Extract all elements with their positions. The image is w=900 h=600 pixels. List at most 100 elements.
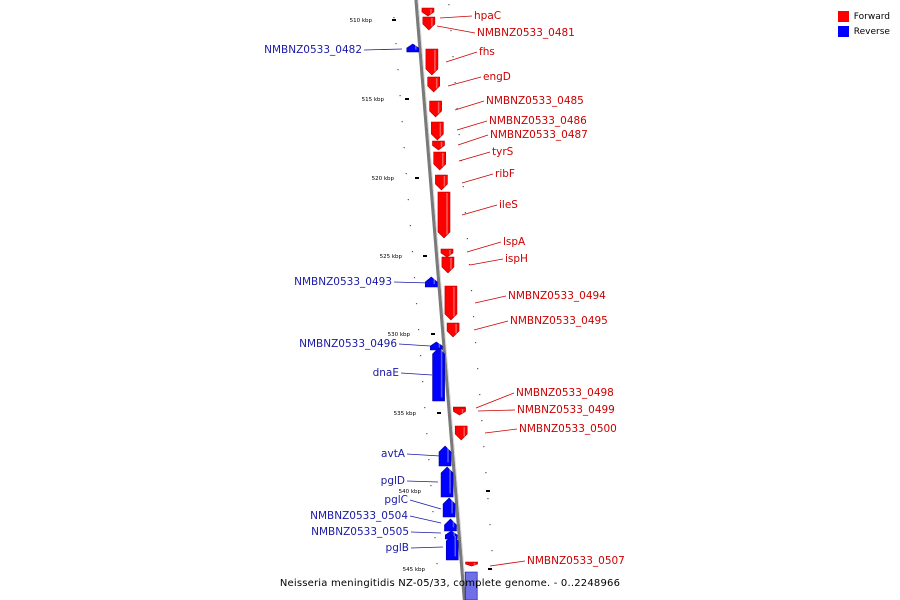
leader-line-pgld bbox=[406, 480, 439, 483]
track-dot bbox=[407, 199, 409, 201]
gene-label-nmbnz0533-0482: NMBNZ0533_0482 bbox=[264, 44, 362, 56]
track-dot bbox=[452, 56, 454, 58]
gene-label-nmbnz0533-0496: NMBNZ0533_0496 bbox=[299, 338, 397, 350]
gene-arrow-nmbnz0533-0496 bbox=[430, 341, 443, 351]
gene-label-isph: ispH bbox=[505, 253, 528, 265]
genome-backbone bbox=[414, 0, 466, 600]
track-dot bbox=[413, 277, 416, 279]
gene-arrow-nmbnz0533-0486 bbox=[431, 121, 444, 141]
kbp-label: 530 kbp bbox=[388, 332, 411, 338]
track-dot bbox=[426, 433, 428, 435]
track-dot bbox=[475, 342, 477, 344]
gene-label-pglc: pglC bbox=[384, 494, 408, 506]
track-dot bbox=[401, 121, 403, 123]
leader-line-nmbnz0533-0486 bbox=[456, 120, 488, 131]
leader-line-nmbnz0533-0496 bbox=[398, 343, 431, 347]
track-dot bbox=[472, 316, 475, 318]
leader-line-nmbnz0533-0499 bbox=[477, 409, 516, 412]
kbp-label: 535 kbp bbox=[394, 411, 417, 417]
gene-arrow-nmbnz0533-0494 bbox=[444, 285, 458, 321]
kbp-tick bbox=[488, 568, 492, 570]
track-dot bbox=[436, 563, 438, 565]
kbp-tick bbox=[392, 19, 396, 21]
leader-line-nmbnz0533-0481 bbox=[436, 25, 476, 34]
gene-label-nmbnz0533-0481: NMBNZ0533_0481 bbox=[477, 27, 575, 39]
kbp-label: 540 kbp bbox=[399, 489, 422, 495]
track-dot bbox=[448, 4, 450, 6]
track-dot bbox=[405, 173, 407, 175]
gene-arrow-engd bbox=[427, 76, 440, 93]
track-dot bbox=[432, 511, 434, 513]
leader-line-nmbnz0533-0487 bbox=[457, 134, 489, 146]
track-dot bbox=[430, 485, 432, 487]
gene-label-avta: avtA bbox=[381, 448, 406, 460]
gene-label-lspa: lspA bbox=[503, 236, 526, 248]
gene-label-ribf: ribF bbox=[495, 168, 515, 180]
gene-label-nmbnz0533-0499: NMBNZ0533_0499 bbox=[517, 404, 615, 416]
track-dot bbox=[491, 550, 493, 552]
leader-line-nmbnz0533-0495 bbox=[473, 320, 509, 331]
gene-label-nmbnz0533-0494: NMBNZ0533_0494 bbox=[508, 290, 606, 302]
gene-arrow-iles bbox=[437, 191, 451, 239]
leader-line-nmbnz0533-0482 bbox=[363, 48, 403, 51]
gene-arrow-ribf bbox=[435, 174, 448, 191]
leader-line-lspa bbox=[466, 241, 502, 253]
genome-backbone-highlight bbox=[417, 0, 467, 600]
gene-label-pglb: pglB bbox=[386, 542, 409, 554]
track-dot bbox=[450, 30, 452, 32]
track-dot bbox=[399, 95, 401, 97]
kbp-tick bbox=[486, 490, 490, 492]
gene-arrow-nmbnz0533-0485 bbox=[429, 100, 442, 118]
leader-line-nmbnz0533-0504 bbox=[409, 515, 442, 524]
gene-label-nmbnz0533-0495: NMBNZ0533_0495 bbox=[510, 315, 608, 327]
track-dot bbox=[468, 264, 471, 266]
leader-line-nmbnz0533-0505 bbox=[410, 531, 442, 534]
leader-line-hpac bbox=[439, 15, 473, 19]
gene-label-engd: engD bbox=[483, 71, 511, 83]
track-dot bbox=[395, 43, 397, 45]
gene-arrow-fhs bbox=[425, 48, 439, 76]
leader-line-iles bbox=[461, 204, 498, 216]
track-dot bbox=[393, 17, 395, 19]
gene-label-hpac: hpaC bbox=[474, 10, 501, 22]
gene-arrow-dnae bbox=[432, 347, 445, 402]
gene-arrow-nmbnz0533-0507 bbox=[465, 561, 478, 567]
track-dot bbox=[487, 498, 489, 500]
leader-line-nmbnz0533-0500 bbox=[484, 428, 518, 434]
track-dot bbox=[422, 381, 424, 383]
gene-label-iles: ileS bbox=[499, 199, 518, 211]
track-dot bbox=[424, 407, 426, 409]
track-dot bbox=[411, 251, 414, 253]
legend-label-reverse: Reverse bbox=[853, 26, 890, 37]
gene-label-nmbnz0533-0485: NMBNZ0533_0485 bbox=[486, 95, 584, 107]
track-dot bbox=[464, 212, 466, 214]
legend-item-reverse: Reverse bbox=[837, 24, 890, 39]
leader-line-isph bbox=[469, 258, 504, 266]
kbp-tick bbox=[423, 255, 427, 257]
track-dot bbox=[458, 134, 460, 136]
track-dot bbox=[428, 459, 430, 461]
gene-arrow-nmbnz0533-0495 bbox=[446, 322, 460, 338]
gene-label-nmbnz0533-0493: NMBNZ0533_0493 bbox=[294, 276, 392, 288]
gene-label-dnae: dnaE bbox=[373, 367, 399, 379]
gene-label-pgld: pglD bbox=[381, 475, 405, 487]
leader-line-nmbnz0533-0485 bbox=[454, 100, 485, 111]
track-dot bbox=[466, 238, 469, 240]
track-dot bbox=[479, 394, 481, 396]
gene-arrow-partial bbox=[464, 571, 478, 600]
track-dot bbox=[477, 368, 479, 370]
leader-line-engd bbox=[447, 76, 482, 87]
track-dot bbox=[409, 225, 411, 227]
gene-arrow-nmbnz0533-0481 bbox=[422, 16, 436, 31]
leader-line-nmbnz0533-0494 bbox=[474, 295, 507, 304]
track-dot bbox=[485, 472, 487, 474]
gene-label-nmbnz0533-0486: NMBNZ0533_0486 bbox=[489, 115, 587, 127]
leader-line-tyrs bbox=[458, 151, 491, 162]
leader-line-nmbnz0533-0493 bbox=[393, 281, 431, 284]
reverse-swatch bbox=[837, 26, 849, 37]
kbp-tick bbox=[415, 177, 419, 179]
leader-line-nmbnz0533-0507 bbox=[489, 560, 526, 567]
gene-label-nmbnz0533-0505: NMBNZ0533_0505 bbox=[311, 526, 409, 538]
leader-line-nmbnz0533-0498 bbox=[475, 392, 515, 409]
kbp-label: 520 kbp bbox=[372, 176, 395, 182]
